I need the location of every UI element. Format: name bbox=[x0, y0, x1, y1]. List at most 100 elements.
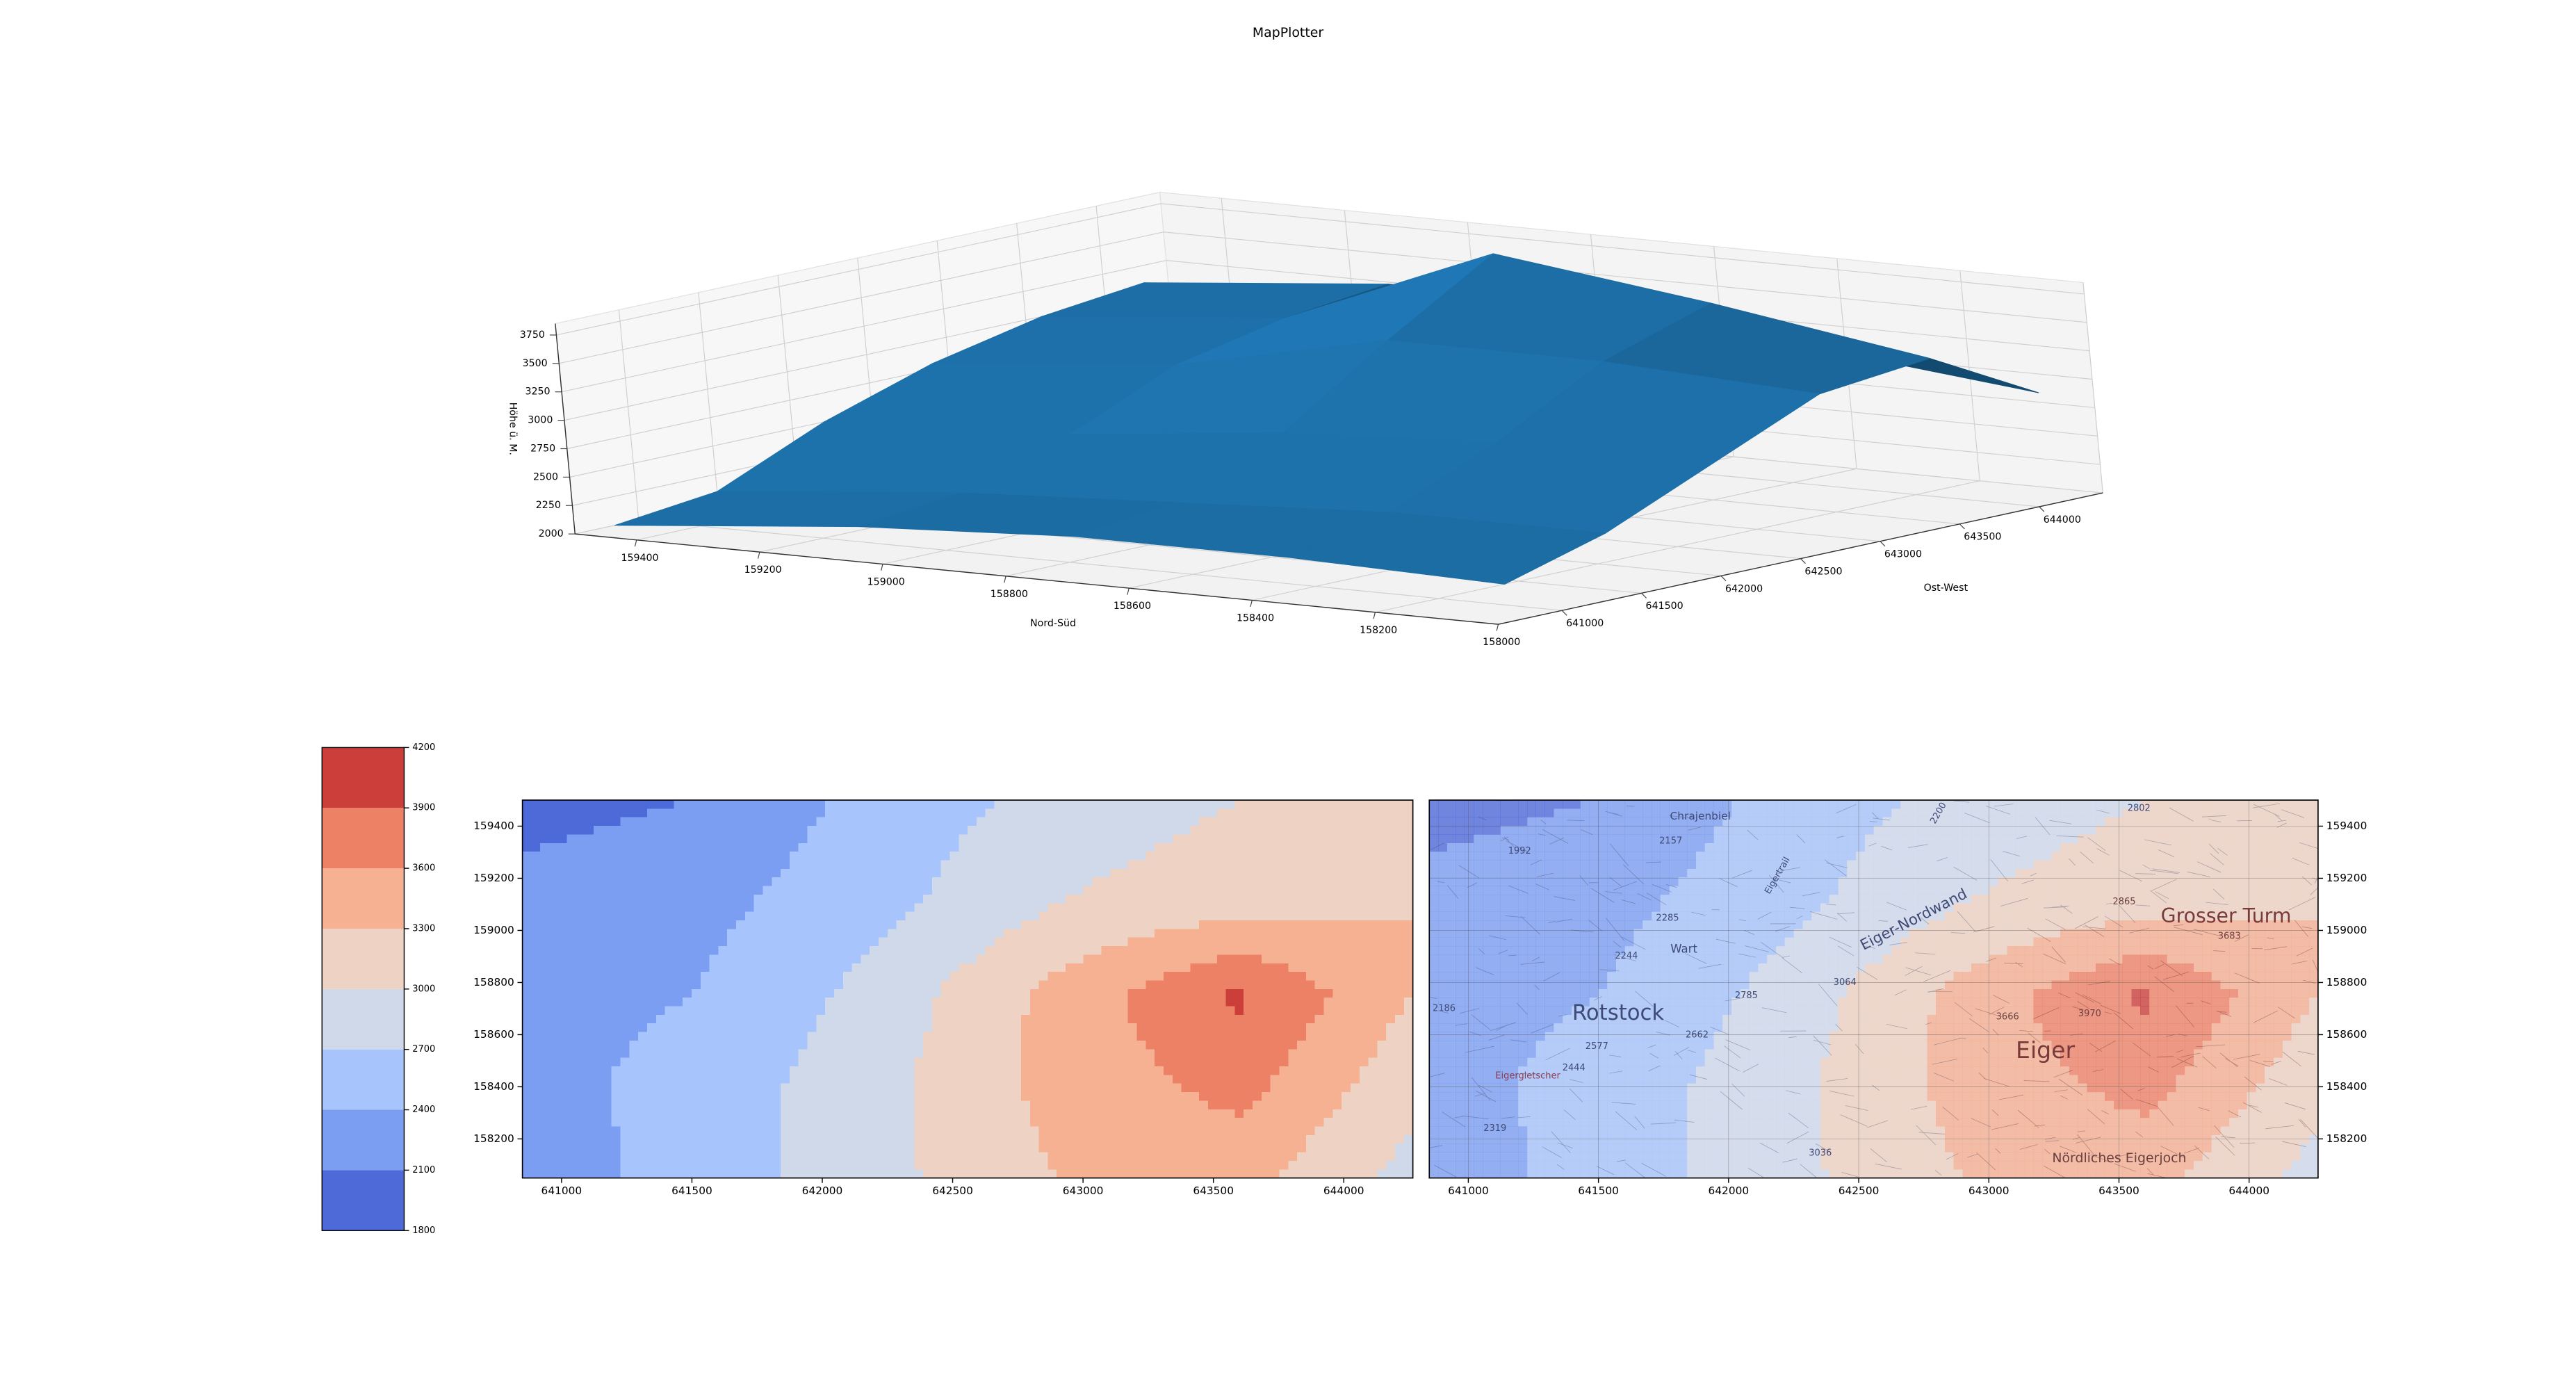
contour-cell bbox=[566, 1006, 576, 1016]
contour-cell bbox=[611, 1006, 621, 1016]
contour-cell bbox=[638, 1160, 648, 1170]
contour-cell bbox=[531, 868, 541, 878]
contour-cell bbox=[1270, 868, 1280, 878]
contour-cell bbox=[1199, 817, 1209, 827]
contour-cell bbox=[896, 834, 906, 844]
contour-cell bbox=[1359, 834, 1369, 844]
contour-cell bbox=[549, 946, 559, 955]
contour-cell bbox=[949, 929, 959, 938]
contour-cell bbox=[1288, 954, 1298, 964]
contour-cell bbox=[1368, 911, 1378, 921]
contour-cell bbox=[861, 1057, 870, 1067]
contour-cell bbox=[1386, 834, 1396, 844]
contour-cell bbox=[522, 877, 532, 886]
contour-cell bbox=[744, 1143, 755, 1153]
contour-cell bbox=[1074, 834, 1084, 844]
contour-cell bbox=[594, 980, 603, 990]
contour-cell bbox=[727, 817, 737, 827]
contour-cell bbox=[1342, 1014, 1351, 1024]
contour-cell bbox=[674, 972, 683, 981]
contour-cell bbox=[665, 911, 674, 921]
contour-cell bbox=[1074, 998, 1084, 1007]
contour-cell bbox=[842, 894, 852, 904]
contour-cell bbox=[594, 903, 603, 912]
contour-cell bbox=[1386, 1152, 1396, 1162]
contour-cell bbox=[870, 1066, 879, 1075]
contour-cell bbox=[1244, 886, 1253, 895]
contour-cell bbox=[744, 852, 755, 861]
contour-cell bbox=[905, 1032, 915, 1041]
contour-cell bbox=[1297, 1160, 1307, 1170]
contour-cell bbox=[1066, 920, 1075, 929]
contour-cell bbox=[968, 826, 977, 835]
contour-cell bbox=[1297, 920, 1307, 929]
contour-cell bbox=[665, 894, 674, 904]
contour-cell bbox=[1216, 1023, 1226, 1032]
contour-cell bbox=[585, 903, 594, 912]
contour-cell bbox=[629, 1040, 639, 1050]
contour-cell bbox=[674, 826, 683, 835]
contour-cell bbox=[557, 1057, 568, 1067]
contour-cell bbox=[914, 1083, 924, 1093]
contour-cell bbox=[620, 946, 630, 955]
contour-cell bbox=[576, 1109, 585, 1118]
contour-cell bbox=[1110, 937, 1120, 947]
contour-cell bbox=[2158, 800, 2167, 809]
contour-cell bbox=[753, 937, 763, 947]
contour-cell bbox=[1012, 1092, 1022, 1101]
contour-cell bbox=[914, 1066, 924, 1075]
contour-cell bbox=[1083, 903, 1093, 912]
contour-cell bbox=[985, 834, 995, 844]
contour-cell bbox=[683, 1014, 692, 1024]
contour-cell bbox=[1847, 808, 1857, 818]
contour-cell bbox=[585, 954, 594, 964]
contour-cell bbox=[1057, 1032, 1066, 1041]
contour-cell bbox=[2229, 808, 2239, 818]
contour-cell bbox=[665, 1040, 674, 1050]
contour-cell bbox=[522, 894, 532, 904]
contour-cell bbox=[744, 1109, 755, 1118]
contour-cell bbox=[976, 920, 986, 929]
contour-cell bbox=[620, 980, 630, 990]
contour-cell bbox=[692, 1118, 701, 1127]
contour-cell bbox=[949, 1126, 959, 1136]
contour-cell bbox=[985, 1109, 995, 1118]
axis-line bbox=[555, 323, 576, 535]
contour-cell bbox=[1554, 800, 1563, 809]
contour-cell bbox=[861, 920, 870, 929]
contour-cell bbox=[655, 817, 665, 827]
contour-cell bbox=[1074, 1040, 1084, 1050]
contour-cell bbox=[683, 937, 692, 947]
contour-cell bbox=[1368, 1118, 1378, 1127]
contour-cell bbox=[700, 852, 710, 861]
contour-cell bbox=[763, 1032, 772, 1041]
contour-cell bbox=[1038, 920, 1048, 929]
contour-cell bbox=[887, 1032, 897, 1041]
contour-cell bbox=[1261, 1083, 1271, 1093]
contour-cell bbox=[1651, 826, 1661, 835]
contour-cell bbox=[1092, 1023, 1102, 1032]
contour-cell bbox=[665, 1143, 674, 1153]
contour-cell bbox=[736, 1152, 746, 1162]
contour-cell bbox=[1314, 808, 1324, 818]
contour-cell bbox=[896, 808, 906, 818]
contour-cell bbox=[1279, 937, 1289, 947]
contour-cell bbox=[2282, 800, 2292, 809]
contour-cell bbox=[692, 826, 701, 835]
contour-cell bbox=[1359, 946, 1369, 955]
contour-cell bbox=[1261, 834, 1271, 844]
contour-cell bbox=[914, 954, 924, 964]
contour-cell bbox=[665, 1023, 674, 1032]
contour-cell bbox=[1342, 903, 1351, 912]
contour-cell bbox=[1687, 800, 1697, 809]
contour-cell bbox=[602, 1075, 612, 1084]
contour-cell bbox=[638, 1006, 648, 1016]
contour-cell bbox=[1083, 1057, 1093, 1067]
contour-cell bbox=[976, 886, 986, 895]
contour-cell bbox=[914, 1014, 924, 1024]
contour-cell bbox=[1038, 929, 1048, 938]
contour-cell bbox=[1323, 868, 1333, 878]
contour-cell bbox=[674, 920, 683, 929]
contour-cell bbox=[1314, 946, 1324, 955]
